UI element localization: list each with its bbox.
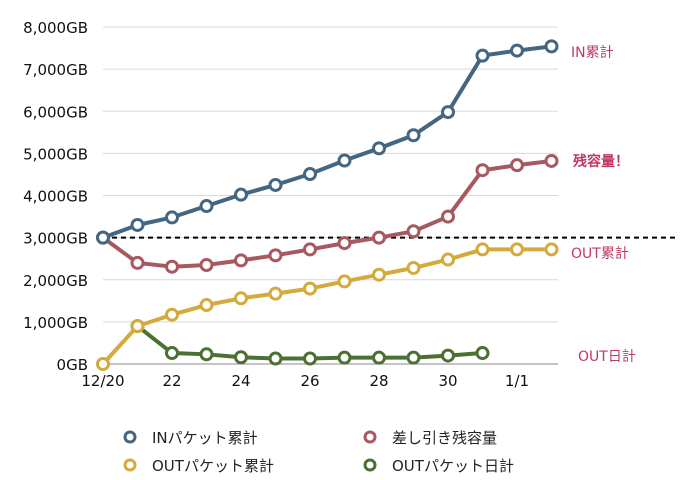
series-2: [96, 242, 559, 371]
series-line: [102, 44, 552, 240]
x-tick-label: 24: [231, 372, 250, 390]
data-point: [475, 48, 490, 63]
data-point: [303, 167, 317, 182]
data-point: [441, 252, 455, 267]
data-point: [303, 281, 317, 296]
data-point: [510, 158, 524, 173]
data-point: [268, 248, 283, 263]
data-point: [372, 350, 386, 365]
data-point: [510, 242, 524, 257]
data-point: [130, 217, 145, 232]
data-point: [441, 348, 455, 363]
data-point: [406, 224, 421, 239]
legend-label: INパケット累計: [152, 429, 258, 447]
data-point: [165, 210, 179, 225]
data-point: [510, 43, 524, 58]
data-point: [234, 187, 248, 202]
data-point: [268, 286, 283, 301]
y-tick-label: 7,000GB: [23, 61, 88, 79]
data-point: [475, 163, 490, 178]
data-point: [199, 199, 214, 214]
data-point: [96, 230, 110, 245]
y-tick-label: 5,000GB: [23, 145, 88, 163]
x-tick-label: 22: [162, 372, 181, 390]
data-point: [544, 153, 559, 168]
x-axis: 12/20 22 24 26 28 30 1/1: [81, 372, 529, 390]
y-tick-label: 8,000GB: [23, 19, 88, 37]
legend-item: INパケット累計: [123, 429, 258, 447]
data-point: [337, 153, 352, 168]
y-axis: 0GB 1,000GB 2,000GB 3,000GB 4,000GB 5,000GB 6,…: [23, 19, 88, 374]
data-point: [130, 255, 145, 270]
annotation-out: OUT累計: [571, 246, 629, 262]
legend-label: 差し引き残容量: [392, 429, 497, 447]
data-point: [234, 350, 248, 365]
y-tick-label: 3,000GB: [23, 230, 88, 248]
data-point: [337, 274, 352, 289]
data-point: [268, 351, 283, 366]
series-3: [130, 319, 490, 366]
data-point: [441, 209, 455, 224]
x-tick-label: 28: [369, 372, 388, 390]
data-point: [130, 319, 145, 334]
y-tick-label: 2,000GB: [23, 272, 88, 290]
data-point: [199, 347, 214, 362]
annotation-remain: 残容量！: [573, 153, 629, 170]
data-point: [337, 236, 352, 251]
x-tick-label: 12/20: [81, 372, 124, 390]
annotations: IN累計 残容量！ OUT累計 OUT日計: [571, 45, 636, 365]
legend-marker-icon: [123, 458, 137, 472]
data-point: [199, 258, 214, 273]
data-point: [475, 242, 490, 257]
data-point: [475, 346, 490, 361]
data-point: [372, 267, 386, 282]
data-point: [372, 141, 386, 156]
legend-marker-icon: [123, 430, 137, 444]
legend-marker-icon: [363, 430, 377, 444]
legend-item: OUTパケット累計: [123, 457, 274, 475]
annotation-in: IN累計: [571, 45, 614, 61]
x-tick-label: 30: [438, 372, 457, 390]
y-tick-label: 4,000GB: [23, 188, 88, 206]
legend-label: OUTパケット日計: [392, 457, 514, 475]
series-group: [96, 39, 559, 371]
data-point: [372, 230, 386, 245]
data-point: [268, 177, 283, 192]
data-point: [234, 253, 248, 268]
annotation-out-daily: OUT日計: [578, 349, 636, 365]
legend-label: OUTパケット累計: [152, 457, 274, 475]
data-point: [303, 242, 317, 257]
data-point: [96, 357, 110, 371]
data-point: [165, 346, 179, 361]
data-point: [406, 350, 421, 365]
data-point: [406, 128, 421, 143]
data-point: [234, 291, 248, 306]
data-point: [337, 350, 352, 365]
x-tick-label: 1/1: [505, 372, 529, 390]
x-tick-label: 26: [300, 372, 319, 390]
data-point: [544, 242, 559, 257]
legend-item: 差し引き残容量: [363, 429, 497, 447]
y-tick-label: 0GB: [57, 356, 88, 374]
legend-marker-icon: [363, 458, 377, 472]
data-point: [406, 260, 421, 275]
series-0: [96, 39, 559, 245]
data-point: [544, 39, 559, 54]
y-tick-label: 1,000GB: [23, 314, 88, 332]
data-point: [165, 259, 179, 274]
data-point: [441, 105, 455, 120]
y-tick-label: 6,000GB: [23, 103, 88, 121]
data-point: [303, 351, 317, 366]
data-point: [165, 307, 179, 322]
legend: INパケット累計 差し引き残容量 OUTパケット累計 OUTパケット日計: [123, 429, 514, 475]
data-point: [199, 298, 214, 313]
legend-item: OUTパケット日計: [363, 457, 514, 475]
